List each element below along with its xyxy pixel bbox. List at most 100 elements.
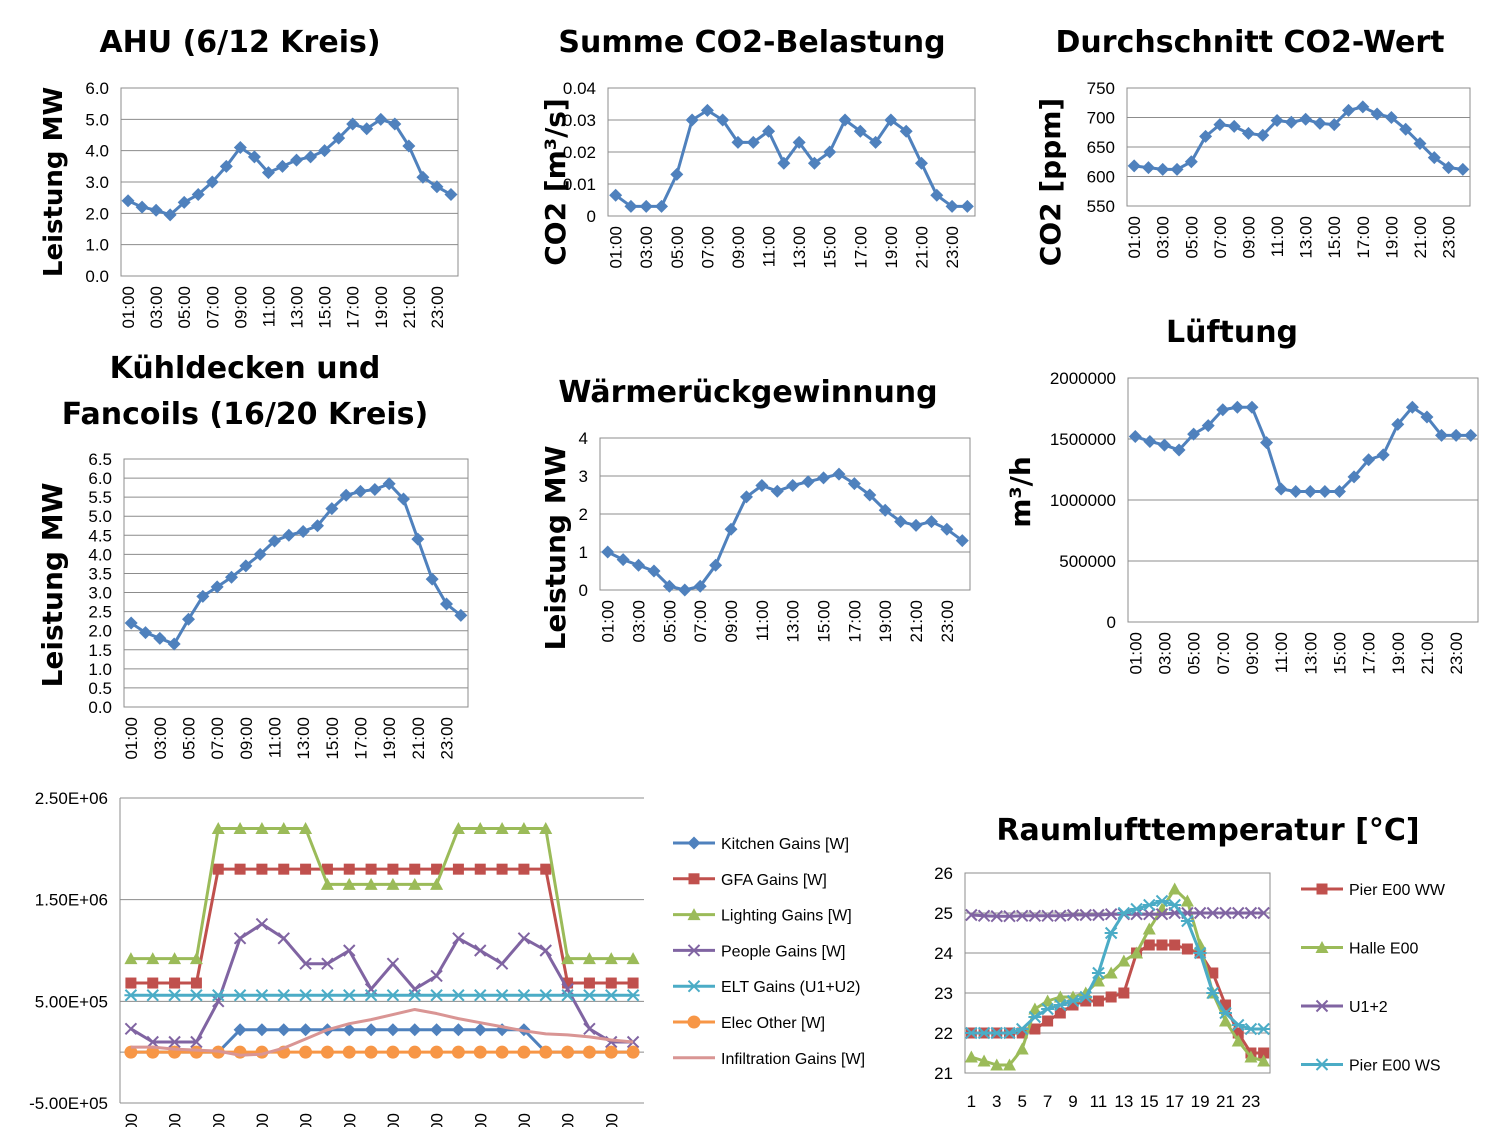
chart-co2avg: Durchschnitt CO2-Wert CO2 [ppm] 550 600 650 7… [1034,25,1471,266]
data-point [321,863,333,875]
data-point [473,989,487,1002]
data-point [182,612,195,626]
y-tick-label: 0.0 [88,698,112,717]
x-tick-label: 07:00 [208,717,227,760]
y-tick-label: 2000000 [1050,369,1116,388]
data-point [408,1045,422,1059]
data-point [1356,100,1370,114]
x-tick-label: 5 [1017,1092,1026,1111]
data-point [125,977,137,989]
legend-marker [1315,1058,1329,1071]
y-axis-label: Leistung MW [39,87,69,277]
y-tick-label: 5.0 [85,110,109,129]
x-tick-label: 11:00 [1272,632,1291,673]
plot-frame [120,87,459,277]
data-point [847,477,861,491]
x-tick-label: 15:00 [428,1113,447,1127]
data-point [444,188,458,202]
chart-title: Summe CO2-Belastung [558,25,945,60]
data-point [517,932,531,945]
data-point [177,195,191,209]
data-point [1041,1002,1055,1016]
data-point [1155,894,1169,908]
data-point [311,519,324,533]
data-point [1028,909,1042,923]
y-tick-label: 23 [934,984,953,1003]
x-tick-label: 13:00 [790,226,809,269]
data-point [211,822,225,834]
data-point [1244,1022,1258,1036]
data-point [1042,1015,1054,1027]
data-point [1053,990,1067,1003]
y-tick-label: 0.01 [563,175,596,194]
data-point [255,989,269,1002]
series-infiltration-gains-w- [130,1007,634,1057]
x-tick-label: 19:00 [1382,216,1401,259]
x-tick-label: 19:00 [372,286,391,329]
data-point [275,159,289,173]
data-point [451,822,465,834]
legend-entry: U1+2 [1301,999,1388,1016]
data-point [1332,484,1346,498]
data-point [1244,1050,1258,1063]
data-point [253,547,267,561]
data-point [354,484,367,498]
data-point [838,113,852,127]
x-tick-label: 01:00 [122,1113,141,1127]
data-point [299,957,312,970]
y-tick-label: 700 [1087,109,1115,128]
series-halle-e00 [964,882,1271,1071]
data-point [807,156,821,170]
x-tick-label: 09:00 [1239,216,1258,259]
data-point [561,1045,575,1059]
data-point [440,597,453,611]
x-tick-label: 17:00 [845,600,864,643]
data-point [277,932,290,945]
series-pier-e00-ws [964,894,1271,1040]
series-line [130,1007,634,1057]
data-point [1257,1022,1271,1036]
data-point [168,952,182,965]
y-tick-label: 2 [579,505,588,524]
data-point [147,977,159,989]
y-tick-label: 6.0 [88,469,112,488]
y-tick-label: 4.0 [85,142,109,161]
x-tick-label: 23:00 [428,286,447,329]
data-point [1464,428,1478,442]
data-point [255,822,269,834]
data-point [416,170,430,184]
data-point [342,877,356,890]
data-point [210,580,224,594]
data-point [786,479,800,492]
data-point [495,1045,509,1059]
y-tick-label: 5.5 [88,488,112,507]
data-point [1181,943,1193,955]
data-point [940,522,954,536]
data-point [233,822,247,834]
x-tick-label: 17:00 [1354,216,1373,259]
data-point [1041,909,1054,923]
data-point [977,1026,991,1040]
y-tick-label: 4.5 [88,526,112,545]
data-point [1080,995,1092,1007]
data-point [364,1045,378,1059]
x-tick-label: 19:00 [515,1113,534,1127]
data-point [539,944,552,957]
data-point [1091,966,1105,980]
series-line [130,827,634,961]
x-tick-label: 05:00 [668,226,687,269]
y-tick-label: 25 [934,904,953,923]
data-point [965,908,978,922]
y-tick-label: -5.00E+05 [29,1094,108,1113]
series-line [607,472,964,592]
x-tick-label: 17:00 [471,1113,490,1127]
data-point [256,863,268,875]
data-point [135,200,149,214]
data-point [124,989,138,1002]
legend-marker [687,979,701,993]
x-tick-label: 21:00 [559,1113,578,1127]
data-point [409,863,421,875]
data-point [1193,906,1207,920]
data-point [212,863,224,875]
